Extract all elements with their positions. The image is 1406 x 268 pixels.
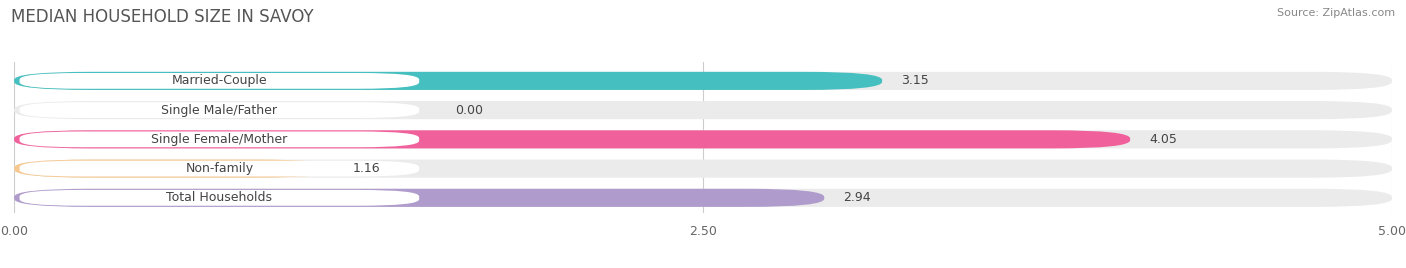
- FancyBboxPatch shape: [20, 161, 419, 177]
- Text: 1.16: 1.16: [353, 162, 381, 175]
- FancyBboxPatch shape: [14, 130, 1392, 148]
- FancyBboxPatch shape: [14, 72, 1392, 90]
- FancyBboxPatch shape: [14, 159, 1392, 178]
- FancyBboxPatch shape: [20, 102, 419, 118]
- FancyBboxPatch shape: [20, 132, 419, 147]
- FancyBboxPatch shape: [14, 130, 1130, 148]
- FancyBboxPatch shape: [14, 72, 882, 90]
- FancyBboxPatch shape: [14, 189, 824, 207]
- FancyBboxPatch shape: [14, 159, 333, 178]
- FancyBboxPatch shape: [14, 189, 1392, 207]
- Text: 2.94: 2.94: [844, 191, 872, 204]
- FancyBboxPatch shape: [20, 73, 419, 89]
- FancyBboxPatch shape: [14, 101, 1392, 119]
- Text: Total Households: Total Households: [166, 191, 273, 204]
- Text: Single Female/Mother: Single Female/Mother: [152, 133, 287, 146]
- Text: Single Male/Father: Single Male/Father: [162, 104, 277, 117]
- Text: Married-Couple: Married-Couple: [172, 75, 267, 87]
- Text: Source: ZipAtlas.com: Source: ZipAtlas.com: [1277, 8, 1395, 18]
- Text: 0.00: 0.00: [456, 104, 484, 117]
- FancyBboxPatch shape: [20, 190, 419, 206]
- Text: Non-family: Non-family: [186, 162, 253, 175]
- Text: MEDIAN HOUSEHOLD SIZE IN SAVOY: MEDIAN HOUSEHOLD SIZE IN SAVOY: [11, 8, 314, 26]
- Text: 4.05: 4.05: [1150, 133, 1177, 146]
- Text: 3.15: 3.15: [901, 75, 929, 87]
